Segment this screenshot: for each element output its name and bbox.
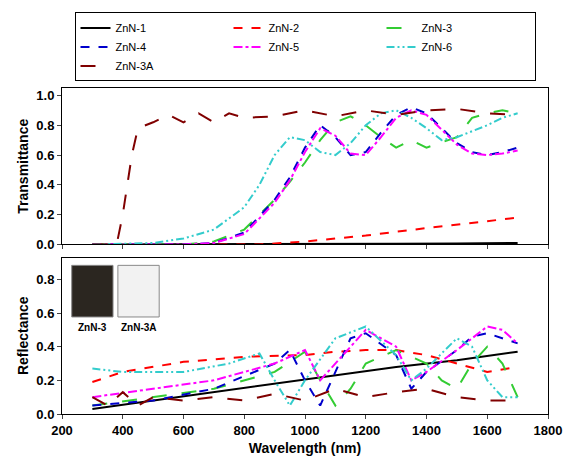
- svg-text:0.8: 0.8: [36, 272, 54, 287]
- svg-text:ZnN-1: ZnN-1: [116, 22, 147, 34]
- svg-text:ZnN-3: ZnN-3: [78, 322, 107, 333]
- svg-text:1200: 1200: [351, 423, 380, 438]
- svg-text:0.6: 0.6: [36, 148, 54, 163]
- svg-text:ZnN-2: ZnN-2: [269, 22, 300, 34]
- svg-text:ZnN-3A: ZnN-3A: [116, 60, 155, 72]
- svg-text:Wavelength (nm): Wavelength (nm): [249, 440, 361, 456]
- svg-text:ZnN-3: ZnN-3: [422, 22, 453, 34]
- svg-text:Reflectance: Reflectance: [15, 296, 31, 375]
- svg-text:ZnN-5: ZnN-5: [269, 41, 300, 53]
- svg-text:0.2: 0.2: [36, 373, 54, 388]
- svg-text:0.4: 0.4: [36, 177, 55, 192]
- svg-text:1600: 1600: [473, 423, 502, 438]
- svg-text:0.6: 0.6: [36, 306, 54, 321]
- svg-text:0.2: 0.2: [36, 207, 54, 222]
- svg-text:ZnN-4: ZnN-4: [116, 41, 147, 53]
- svg-text:ZnN-3A: ZnN-3A: [121, 322, 157, 333]
- svg-text:0.8: 0.8: [36, 118, 54, 133]
- svg-text:400: 400: [112, 423, 134, 438]
- svg-text:1.0: 1.0: [36, 88, 54, 103]
- svg-text:800: 800: [233, 423, 255, 438]
- svg-text:Transmittance: Transmittance: [15, 119, 31, 214]
- svg-text:1000: 1000: [291, 423, 320, 438]
- svg-text:200: 200: [51, 423, 73, 438]
- svg-text:0.4: 0.4: [36, 339, 55, 354]
- svg-text:1800: 1800: [534, 423, 563, 438]
- svg-text:0.0: 0.0: [36, 407, 54, 422]
- svg-text:0.0: 0.0: [36, 237, 54, 252]
- svg-text:ZnN-6: ZnN-6: [422, 41, 453, 53]
- svg-text:600: 600: [173, 423, 195, 438]
- svg-text:1400: 1400: [412, 423, 441, 438]
